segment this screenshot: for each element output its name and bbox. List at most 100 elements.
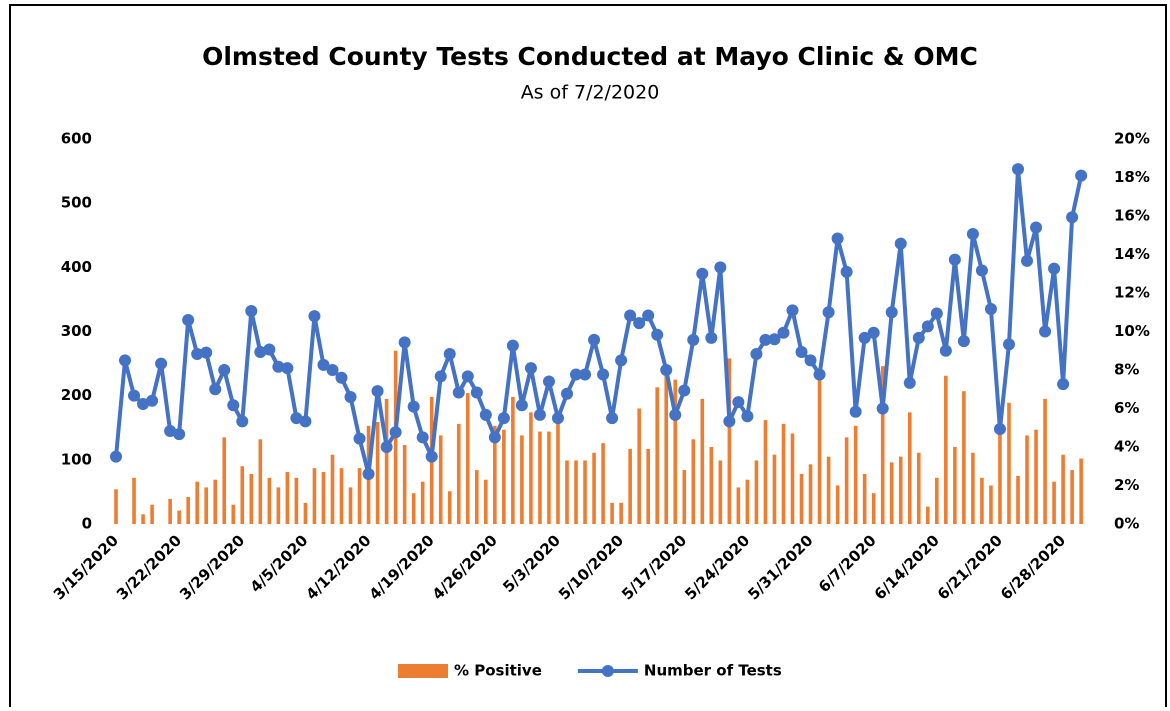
bar	[258, 439, 263, 524]
line-marker	[254, 346, 267, 359]
bar	[213, 479, 218, 524]
line-marker	[957, 335, 970, 348]
bar	[790, 433, 795, 524]
bar	[520, 435, 524, 524]
bar	[826, 456, 831, 524]
bar	[628, 448, 632, 524]
bar	[763, 420, 768, 524]
line-marker	[326, 364, 339, 376]
line-marker	[867, 326, 880, 339]
line-marker	[966, 227, 979, 240]
chart-subtitle: As of 7/2/2020	[521, 82, 660, 104]
bar	[709, 447, 714, 524]
bar	[168, 498, 172, 524]
bar	[565, 460, 569, 524]
line-marker	[164, 424, 177, 437]
y2-tick-label: 20%	[1114, 130, 1150, 148]
bar	[475, 470, 479, 524]
bar	[601, 443, 605, 524]
bar	[871, 493, 876, 524]
line-marker	[272, 360, 285, 373]
line-marker	[1030, 221, 1043, 234]
legend-label: Number of Tests	[644, 662, 782, 680]
y2-tick-label: 12%	[1114, 284, 1150, 302]
line-marker	[777, 326, 790, 339]
line-marker	[353, 432, 366, 445]
bar	[538, 431, 542, 524]
line-marker	[984, 303, 997, 316]
line-marker	[804, 354, 817, 367]
line-marker	[389, 426, 402, 439]
line-marker	[128, 389, 141, 402]
line-marker	[894, 237, 907, 250]
line-marker	[281, 362, 294, 375]
line-marker	[542, 375, 555, 388]
line-marker	[786, 304, 799, 317]
bar	[547, 431, 551, 524]
line-marker	[921, 320, 934, 333]
bar	[907, 412, 912, 524]
bar	[132, 477, 136, 524]
bar	[1070, 470, 1074, 524]
y2-tick-label: 0%	[1114, 515, 1139, 533]
bar	[844, 437, 849, 524]
line-marker	[155, 357, 168, 370]
bar	[357, 468, 362, 524]
line-marker	[236, 415, 249, 428]
line-marker	[182, 313, 195, 326]
bar	[880, 366, 885, 524]
line-marker	[497, 412, 510, 425]
line-marker	[741, 410, 754, 423]
bar	[781, 423, 786, 524]
line-marker	[714, 261, 727, 274]
y-tick-label: 0	[82, 515, 92, 533]
line-marker	[930, 307, 943, 320]
line-marker	[651, 328, 664, 341]
line-marker	[371, 385, 384, 398]
bar	[285, 472, 290, 524]
bar	[222, 437, 227, 524]
bar	[1061, 454, 1065, 524]
bar	[339, 468, 344, 524]
bar	[447, 491, 452, 524]
bar	[926, 506, 930, 524]
line-marker	[515, 399, 528, 412]
bar	[971, 452, 975, 524]
line-marker	[173, 428, 186, 441]
line-marker	[678, 384, 691, 397]
bar	[574, 460, 578, 524]
y2-tick-label: 8%	[1114, 361, 1139, 379]
y2-tick-label: 18%	[1114, 168, 1150, 186]
bar	[312, 468, 317, 524]
line-marker	[579, 368, 592, 381]
line-marker	[308, 310, 321, 323]
line-marker	[795, 346, 808, 359]
bar	[402, 445, 407, 524]
bar	[348, 487, 353, 524]
line-marker	[263, 343, 276, 356]
line-marker	[1012, 163, 1024, 176]
line-marker	[245, 304, 258, 317]
line-marker	[975, 264, 988, 277]
bar	[276, 487, 281, 524]
line-marker	[425, 450, 438, 463]
line-marker	[452, 386, 465, 399]
line-marker	[993, 423, 1006, 436]
line-marker	[299, 415, 312, 428]
bar	[808, 464, 813, 524]
bar	[114, 489, 118, 524]
bar	[330, 454, 335, 524]
bar	[1016, 475, 1020, 524]
bar	[438, 435, 443, 524]
line-marker	[335, 371, 348, 384]
bar	[916, 452, 921, 524]
line-marker	[488, 431, 501, 444]
line-marker	[533, 408, 546, 421]
bar	[962, 391, 966, 524]
bar	[853, 425, 858, 524]
line-marker	[822, 306, 835, 319]
bar	[673, 379, 678, 524]
bar	[682, 470, 687, 524]
y2-tick-label: 6%	[1114, 399, 1139, 417]
